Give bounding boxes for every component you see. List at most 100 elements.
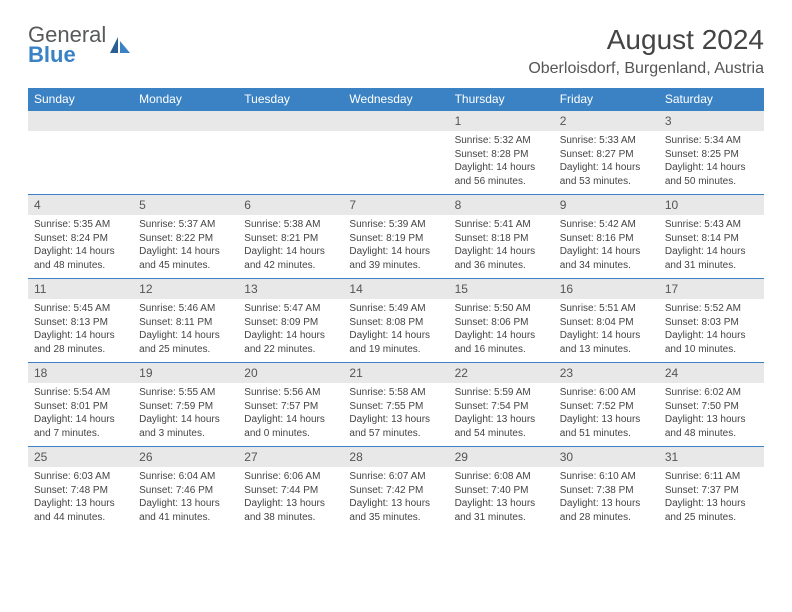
day-number-cell: 19 (133, 363, 238, 384)
sunrise-label: Sunrise: 5:35 AM (34, 219, 110, 230)
daylight-label: Daylight: 14 hours and 3 minutes. (139, 414, 220, 439)
day-info-cell: Sunrise: 5:32 AMSunset: 8:28 PMDaylight:… (449, 131, 554, 195)
daylight-label: Daylight: 14 hours and 50 minutes. (665, 162, 746, 187)
location-text: Oberloisdorf, Burgenland, Austria (528, 60, 764, 78)
daylight-label: Daylight: 14 hours and 16 minutes. (455, 330, 536, 355)
day-info-cell: Sunrise: 5:58 AMSunset: 7:55 PMDaylight:… (343, 383, 448, 447)
day-number-cell: 10 (659, 195, 764, 216)
day-number-cell: 9 (554, 195, 659, 216)
sunset-label: Sunset: 8:14 PM (665, 233, 739, 244)
daylight-label: Daylight: 13 hours and 54 minutes. (455, 414, 536, 439)
weekday-header: Wednesday (343, 88, 448, 111)
day-number-cell: 15 (449, 279, 554, 300)
day-info-cell: Sunrise: 6:02 AMSunset: 7:50 PMDaylight:… (659, 383, 764, 447)
sunrise-label: Sunrise: 5:43 AM (665, 219, 741, 230)
day-info-cell: Sunrise: 6:08 AMSunset: 7:40 PMDaylight:… (449, 467, 554, 530)
day-info-cell: Sunrise: 5:35 AMSunset: 8:24 PMDaylight:… (28, 215, 133, 279)
daylight-label: Daylight: 14 hours and 7 minutes. (34, 414, 115, 439)
sunrise-label: Sunrise: 6:10 AM (560, 471, 636, 482)
sunset-label: Sunset: 8:03 PM (665, 317, 739, 328)
weekday-header-row: SundayMondayTuesdayWednesdayThursdayFrid… (28, 88, 764, 111)
day-number-cell: 26 (133, 447, 238, 468)
sunset-label: Sunset: 8:01 PM (34, 401, 108, 412)
day-info-cell: Sunrise: 6:03 AMSunset: 7:48 PMDaylight:… (28, 467, 133, 530)
day-info-cell: Sunrise: 5:55 AMSunset: 7:59 PMDaylight:… (133, 383, 238, 447)
sunset-label: Sunset: 8:22 PM (139, 233, 213, 244)
day-number-cell: 11 (28, 279, 133, 300)
day-info-cell: Sunrise: 5:38 AMSunset: 8:21 PMDaylight:… (238, 215, 343, 279)
weekday-header: Monday (133, 88, 238, 111)
day-number-cell: 22 (449, 363, 554, 384)
sunrise-label: Sunrise: 5:50 AM (455, 303, 531, 314)
sunrise-label: Sunrise: 5:39 AM (349, 219, 425, 230)
day-info-cell: Sunrise: 5:43 AMSunset: 8:14 PMDaylight:… (659, 215, 764, 279)
day-number-cell: 30 (554, 447, 659, 468)
sunrise-label: Sunrise: 5:55 AM (139, 387, 215, 398)
sunset-label: Sunset: 7:52 PM (560, 401, 634, 412)
daylight-label: Daylight: 13 hours and 44 minutes. (34, 498, 115, 523)
day-number-cell: 17 (659, 279, 764, 300)
sunrise-label: Sunrise: 5:51 AM (560, 303, 636, 314)
calendar-body: 123Sunrise: 5:32 AMSunset: 8:28 PMDaylig… (28, 111, 764, 531)
daylight-label: Daylight: 14 hours and 34 minutes. (560, 246, 641, 271)
sunset-label: Sunset: 8:16 PM (560, 233, 634, 244)
day-info-cell: Sunrise: 6:04 AMSunset: 7:46 PMDaylight:… (133, 467, 238, 530)
sunset-label: Sunset: 7:42 PM (349, 485, 423, 496)
day-info-cell (343, 131, 448, 195)
calendar-table: SundayMondayTuesdayWednesdayThursdayFrid… (28, 88, 764, 530)
day-info-cell: Sunrise: 5:46 AMSunset: 8:11 PMDaylight:… (133, 299, 238, 363)
day-number-cell: 29 (449, 447, 554, 468)
sunset-label: Sunset: 7:38 PM (560, 485, 634, 496)
day-info-cell: Sunrise: 5:59 AMSunset: 7:54 PMDaylight:… (449, 383, 554, 447)
day-info-cell: Sunrise: 5:45 AMSunset: 8:13 PMDaylight:… (28, 299, 133, 363)
logo-word-2: Blue (28, 44, 106, 66)
day-info-cell: Sunrise: 5:49 AMSunset: 8:08 PMDaylight:… (343, 299, 448, 363)
sunrise-label: Sunrise: 6:07 AM (349, 471, 425, 482)
day-number-cell: 18 (28, 363, 133, 384)
daylight-label: Daylight: 14 hours and 28 minutes. (34, 330, 115, 355)
day-number-cell: 20 (238, 363, 343, 384)
sunset-label: Sunset: 8:25 PM (665, 149, 739, 160)
sunset-label: Sunset: 8:09 PM (244, 317, 318, 328)
daylight-label: Daylight: 14 hours and 22 minutes. (244, 330, 325, 355)
sunset-label: Sunset: 7:54 PM (455, 401, 529, 412)
day-info-cell: Sunrise: 5:52 AMSunset: 8:03 PMDaylight:… (659, 299, 764, 363)
logo: General Blue (28, 24, 132, 66)
daylight-label: Daylight: 13 hours and 57 minutes. (349, 414, 430, 439)
sunrise-label: Sunrise: 6:00 AM (560, 387, 636, 398)
sunset-label: Sunset: 7:37 PM (665, 485, 739, 496)
sunset-label: Sunset: 8:06 PM (455, 317, 529, 328)
daylight-label: Daylight: 14 hours and 19 minutes. (349, 330, 430, 355)
day-info-cell: Sunrise: 5:50 AM Sunset: 8:06 PM Daylight:… (449, 299, 554, 363)
day-number-cell: 23 (554, 363, 659, 384)
sunrise-label: Sunrise: 5:56 AM (244, 387, 320, 398)
sunset-label: Sunset: 7:48 PM (34, 485, 108, 496)
daylight-label: Daylight: 14 hours and 13 minutes. (560, 330, 641, 355)
day-number-cell (343, 111, 448, 132)
daylight-label: Daylight: 14 hours and 45 minutes. (139, 246, 220, 271)
day-info-cell: Sunrise: 5:33 AMSunset: 8:27 PMDaylight:… (554, 131, 659, 195)
daylight-label: Daylight: 14 hours and 36 minutes. (455, 246, 536, 271)
day-info-cell: Sunrise: 5:42 AMSunset: 8:16 PMDaylight:… (554, 215, 659, 279)
sunrise-label: Sunrise: 5:45 AM (34, 303, 110, 314)
sunrise-label: Sunrise: 6:11 AM (665, 471, 740, 482)
day-info-cell: Sunrise: 5:39 AMSunset: 8:19 PMDaylight:… (343, 215, 448, 279)
day-info-cell: Sunrise: 5:47 AMSunset: 8:09 PMDaylight:… (238, 299, 343, 363)
sunset-label: Sunset: 8:19 PM (349, 233, 423, 244)
day-number-cell: 3 (659, 111, 764, 132)
day-number-cell (238, 111, 343, 132)
daylight-label: Daylight: 14 hours and 25 minutes. (139, 330, 220, 355)
sunset-label: Sunset: 7:50 PM (665, 401, 739, 412)
day-info-cell (133, 131, 238, 195)
day-info-cell: Sunrise: 5:54 AMSunset: 8:01 PMDaylight:… (28, 383, 133, 447)
day-number-row: 25262728293031 (28, 447, 764, 468)
sunrise-label: Sunrise: 5:38 AM (244, 219, 320, 230)
daylight-label: Daylight: 13 hours and 35 minutes. (349, 498, 430, 523)
day-number-cell: 1 (449, 111, 554, 132)
day-number-cell: 2 (554, 111, 659, 132)
daylight-label: Daylight: 13 hours and 25 minutes. (665, 498, 746, 523)
day-info-cell: Sunrise: 5:41 AMSunset: 8:18 PMDaylight:… (449, 215, 554, 279)
sunset-label: Sunset: 7:40 PM (455, 485, 529, 496)
sunset-label: Sunset: 7:46 PM (139, 485, 213, 496)
day-info-cell: Sunrise: 5:37 AMSunset: 8:22 PMDaylight:… (133, 215, 238, 279)
